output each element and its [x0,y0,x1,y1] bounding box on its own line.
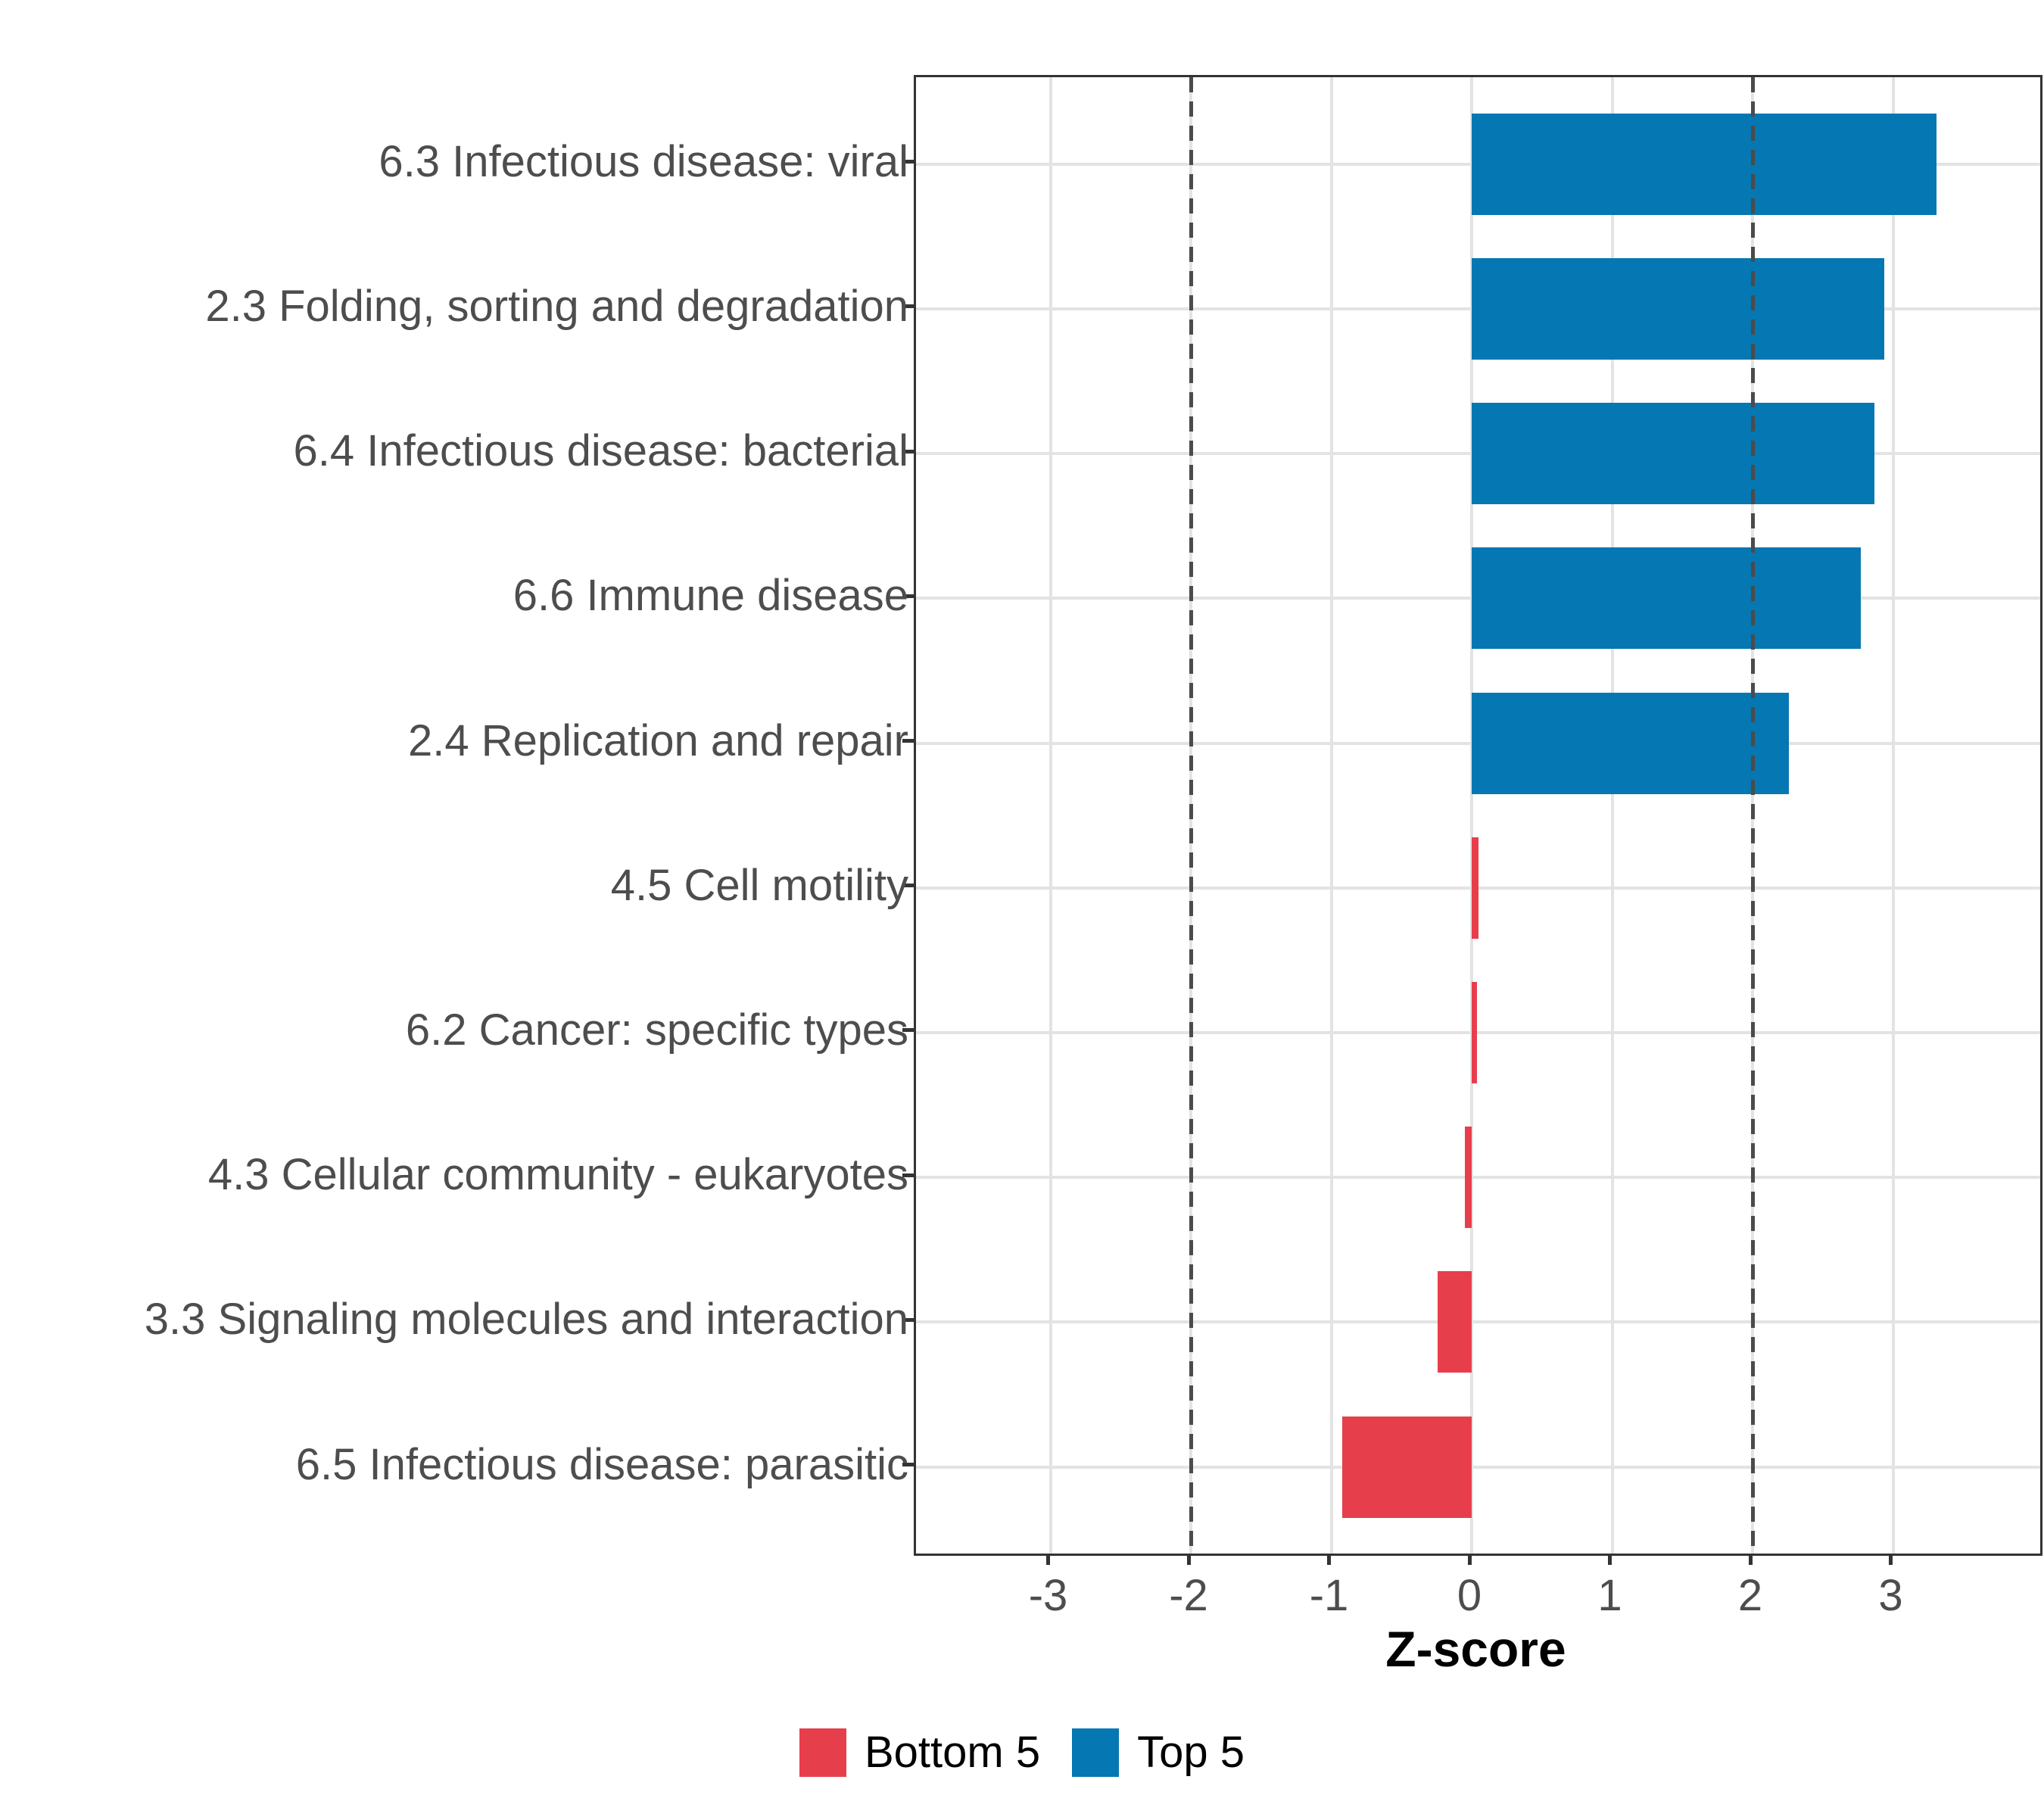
x-tick-label--3: -3 [1028,1571,1068,1620]
x-tick-2 [1748,1554,1753,1565]
x-axis-title: Z-score [1385,1621,1566,1677]
x-tick-label--2: -2 [1169,1571,1208,1620]
y-axis-label-row5: 2.4 Replication and repair [408,715,908,765]
y-tick-row2 [902,304,914,309]
x-tick-3 [1889,1554,1893,1565]
y-tick-row10 [902,1463,914,1466]
gridline-x-1 [1610,77,1614,1554]
y-axis-label-row2: 2.3 Folding, sorting and degradation [205,281,908,331]
plot-panel [914,75,2042,1556]
x-tick-1 [1608,1554,1612,1565]
gridline-y-row7 [916,1030,2040,1034]
legend-label-bottom5: Bottom 5 [864,1728,1041,1777]
x-tick--1 [1327,1554,1331,1565]
x-tick-label-1: 1 [1597,1571,1622,1620]
y-tick-row5 [902,739,914,743]
legend-item-top5: Top 5 [1072,1728,1245,1777]
gridline-x-3 [1891,77,1895,1554]
bar-3 [1472,403,1875,505]
y-axis-label-row6: 4.5 Cell motility [610,860,908,910]
y-tick-row8 [902,1173,914,1177]
y-tick-row1 [902,160,914,164]
bar-7 [1472,981,1478,1083]
y-axis-label-row1: 6.3 Infectious disease: viral [379,136,908,186]
gridline-x--1 [1329,77,1333,1554]
gridline-x--3 [1048,77,1052,1554]
y-axis-label-row9: 3.3 Signaling molecules and interaction [144,1295,908,1345]
bar-1 [1472,113,1937,215]
y-tick-row4 [902,594,914,598]
legend-label-top5: Top 5 [1137,1728,1245,1777]
bar-4 [1472,547,1861,650]
gridline-y-row9 [916,1320,2040,1324]
bar-5 [1472,692,1790,794]
gridline-y-row8 [916,1176,2040,1180]
legend-item-bottom5: Bottom 5 [799,1728,1040,1777]
bar-6 [1472,837,1479,939]
legend-swatch-bottom5 [799,1728,846,1777]
reference-line-2 [1750,77,1755,1554]
x-tick-0 [1467,1554,1472,1565]
y-axis-label-row7: 6.2 Cancer: specific types [405,1005,908,1055]
bar-2 [1472,257,1885,360]
y-axis-label-row8: 4.3 Cellular community - eukaryotes [207,1150,908,1200]
bar-9 [1438,1271,1472,1373]
reference-line--2 [1189,77,1193,1554]
gridline-x-0 [1470,77,1473,1554]
x-tick--3 [1046,1554,1050,1565]
legend-swatch-top5 [1072,1728,1120,1777]
x-tick-label--1: -1 [1309,1571,1349,1620]
legend: Bottom 5 Top 5 [0,1728,2044,1777]
gridline-y-row10 [916,1465,2040,1469]
y-tick-row7 [902,1028,914,1033]
y-axis-label-row4: 6.6 Immune disease [513,571,908,621]
x-tick--2 [1186,1554,1191,1565]
x-tick-label-3: 3 [1878,1571,1903,1620]
y-tick-row9 [902,1317,914,1322]
x-tick-label-0: 0 [1457,1571,1482,1620]
bar-8 [1464,1127,1472,1229]
y-axis-label-row3: 6.4 Infectious disease: bacterial [293,426,908,476]
y-axis-label-row10: 6.5 Infectious disease: parasitic [295,1439,908,1489]
x-tick-label-2: 2 [1737,1571,1763,1620]
y-tick-row6 [902,884,914,888]
bar-10 [1342,1416,1472,1518]
y-tick-row3 [902,449,914,453]
